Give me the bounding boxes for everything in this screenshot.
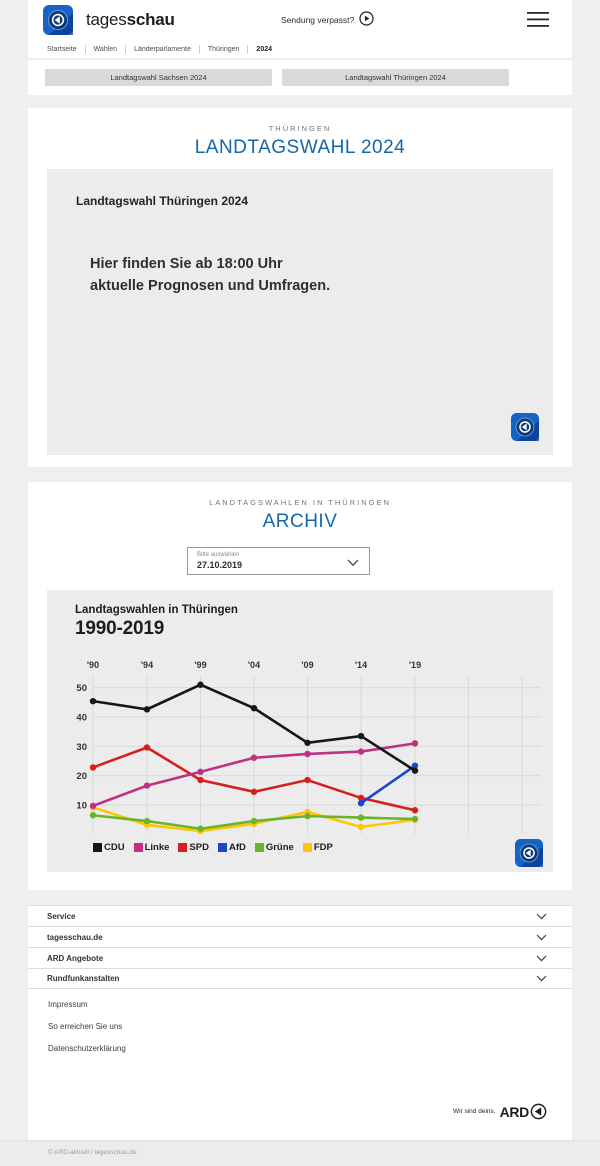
legend-item-fdp: FDP	[302, 842, 333, 853]
hero-kicker: THÜRINGEN	[268, 124, 332, 133]
chevron-down-icon	[536, 934, 547, 941]
footer: Service tagesschau.de ARD Angebote Rundfunk…	[28, 905, 572, 1140]
footer-link-impressum[interactable]: Impressum	[48, 999, 88, 1009]
footer-link-soerreichensieuns[interactable]: So erreichen Sie uns	[48, 1021, 123, 1031]
chart-legend: CDU Linke SPD AfD Grüne FDP	[93, 842, 333, 853]
accordion-label: tagesschau.de	[47, 932, 103, 942]
accordion-item-ardangebote[interactable]: ARD Angebote	[28, 947, 572, 968]
play-icon[interactable]	[359, 11, 374, 28]
svg-text:'99: '99	[194, 660, 206, 670]
legend-swatch	[133, 843, 143, 852]
svg-text:20: 20	[76, 771, 87, 782]
chevron-down-icon	[536, 975, 547, 982]
menu-icon[interactable]	[527, 12, 549, 27]
ard-one-icon	[530, 1103, 547, 1120]
archive-title: ARCHIV	[262, 511, 338, 532]
svg-text:30: 30	[76, 742, 87, 753]
ard-logo-text: ARD	[499, 1103, 530, 1120]
hero-box-title: Landtagswahl Thüringen 2024	[76, 194, 249, 208]
hero-section: THÜRINGEN LANDTAGSWAHL 2024 Landtagswahl…	[28, 108, 572, 467]
ard-claim: Wir sind deins.	[452, 1108, 496, 1115]
breadcrumb: Startseite Wahlen Länderparlamente Thüringe…	[28, 40, 572, 59]
legend-swatch	[217, 843, 227, 852]
breadcrumb-item-thringen[interactable]: Thüringen	[200, 44, 249, 54]
legend-item-afd: AfD	[217, 842, 246, 853]
copyright-bar: © ARD-aktuell / tagesschau.de	[0, 1140, 600, 1166]
election-chart-box: Landtagswahlen in Thüringen 1990-2019 10…	[47, 590, 553, 872]
svg-text:10: 10	[76, 800, 87, 811]
legend-swatch	[302, 843, 312, 852]
chevron-down-icon	[347, 559, 359, 567]
accordion-item-rundfunkanstalten[interactable]: Rundfunkanstalten	[28, 968, 572, 989]
ard-brand: Wir sind deins. ARD	[28, 1103, 572, 1120]
breadcrumb-item-wahlen[interactable]: Wahlen	[86, 44, 127, 54]
chevron-down-icon	[536, 913, 547, 920]
footer-link-datenschutzerklrung[interactable]: Datenschutzerklärung	[48, 1043, 126, 1053]
hero-box-text: Hier finden Sie ab 18:00 Uhr aktuelle Pro…	[90, 256, 331, 295]
chart-line-afd	[360, 764, 416, 805]
quicklink-thueringen-button[interactable]: Landtagswahl Thüringen 2024	[282, 69, 509, 86]
accordion-label: Rundfunkanstalten	[47, 974, 120, 983]
svg-text:'94: '94	[141, 660, 153, 670]
legend-item-linke: Linke	[133, 842, 169, 853]
accordion-label: Service	[47, 911, 76, 921]
brand[interactable]: tagesschau	[43, 5, 175, 35]
tagesschau-watermark-icon	[515, 839, 543, 867]
accordion-label: ARD Angebote	[47, 953, 104, 963]
legend-item-spd: SPD	[178, 842, 209, 853]
content-column: tagesschau Sendung verpasst? St	[28, 0, 572, 1140]
legend-swatch	[93, 843, 102, 852]
accordion-item-service[interactable]: Service	[28, 905, 572, 926]
archive-kicker: LANDTAGSWAHLEN IN THÜRINGEN	[209, 498, 391, 507]
svg-text:'09: '09	[301, 660, 313, 670]
breadcrumb-item-lnderparlamente[interactable]: Länderparlamente	[126, 44, 200, 54]
tagesschau-watermark-icon	[511, 413, 539, 441]
svg-text:50: 50	[76, 683, 87, 694]
chart-subtitle: 1990-2019	[75, 618, 165, 639]
line-chart: 10 20 30 40 50 '90 '94 '99 '04 '09 '14 '19	[76, 660, 541, 835]
select-label: Bitte auswählen	[197, 552, 240, 558]
legend-swatch	[178, 843, 188, 852]
footer-links: Impressum So erreichen Sie uns Datenschutz…	[28, 993, 572, 1059]
chevron-down-icon	[536, 955, 547, 962]
sendung-verpasst-link[interactable]: Sendung verpasst?	[281, 11, 374, 28]
copyright-text: © ARD-aktuell / tagesschau.de	[48, 1149, 137, 1156]
svg-text:'04: '04	[248, 660, 260, 670]
hero-card-box: Landtagswahl Thüringen 2024 Hier finden …	[47, 169, 553, 455]
legend-swatch	[254, 843, 264, 852]
svg-text:40: 40	[76, 712, 87, 723]
select-value: 27.10.2019	[197, 560, 243, 570]
wordmark: tagesschau	[86, 10, 175, 29]
legend-item-cdu: CDU	[93, 842, 125, 853]
footer-accordion: Service tagesschau.de ARD Angebote Rundfunk…	[28, 905, 572, 989]
quicklink-sachsen-button[interactable]: Landtagswahl Sachsen 2024	[45, 69, 272, 86]
hero-title: LANDTAGSWAHL 2024	[194, 137, 406, 158]
svg-text:'14: '14	[355, 660, 367, 670]
archive-section: LANDTAGSWAHLEN IN THÜRINGEN ARCHIV Bitte…	[28, 482, 572, 890]
svg-text:'19: '19	[409, 660, 421, 670]
breadcrumb-item-startseite[interactable]: Startseite	[47, 44, 86, 54]
topbar: tagesschau Sendung verpasst?	[28, 0, 572, 40]
accordion-item-tagesschaude[interactable]: tagesschau.de	[28, 926, 572, 947]
quicklinks-bar: Landtagswahl Sachsen 2024 Landtagswahl T…	[28, 59, 572, 95]
tagesschau-logo-icon	[43, 5, 73, 35]
archive-date-select[interactable]: Bitte auswählen 27.10.2019	[187, 547, 370, 575]
chart-title: Landtagswahlen in Thüringen	[75, 604, 238, 616]
svg-text:'90: '90	[87, 660, 99, 670]
header: tagesschau Sendung verpasst? St	[28, 0, 572, 59]
breadcrumb-item-2024[interactable]: 2024	[256, 45, 272, 53]
legend-item-grne: Grüne	[254, 842, 294, 853]
sendung-verpasst-label: Sendung verpasst?	[281, 14, 355, 25]
